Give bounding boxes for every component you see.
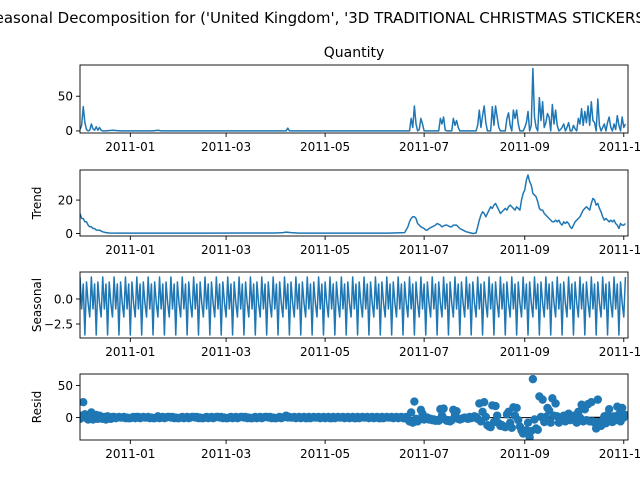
x-tick-label: 2011-07 — [399, 140, 449, 154]
y-tick-label: 50 — [58, 90, 73, 104]
resid-point — [479, 397, 489, 407]
resid-point — [410, 397, 419, 406]
axes-frame — [79, 64, 629, 134]
axes-frame — [79, 271, 629, 339]
y-axis-label: Seasonal — [30, 278, 44, 332]
panel-1: Quantity 0 50 2011-01 2011-03 2011-05 2011-07 2… — [58, 45, 640, 154]
series — [80, 374, 628, 440]
x-tick-label: 2011-05 — [300, 345, 350, 359]
y-tick-label: 20 — [58, 193, 73, 207]
x-tick-label: 2011-09 — [500, 345, 550, 359]
y-tick-label: −2.5 — [44, 317, 73, 331]
x-tick-label: 2011-01 — [105, 140, 155, 154]
x-tick-label: 2011-01 — [105, 447, 155, 461]
y-axis-label: Trend — [30, 187, 44, 221]
series-line — [80, 67, 627, 132]
series-line — [80, 174, 626, 235]
axes-frame — [79, 373, 629, 441]
resid-point — [546, 418, 555, 427]
panel-3: Seasonal 0.0 −2.5 2011-01 2011-03 2011-05 2011… — [30, 271, 640, 359]
series — [80, 174, 626, 235]
x-tick-label: 2011-03 — [201, 447, 251, 461]
resid-point — [528, 374, 538, 384]
resid-point — [492, 411, 502, 420]
axes-frame — [79, 169, 629, 237]
x-tick-label: 2011-09 — [500, 447, 550, 461]
x-tick-label: 2011-05 — [300, 243, 350, 257]
series — [80, 276, 627, 336]
panels: Quantity 0 50 2011-01 2011-03 2011-05 2011-07 2… — [30, 45, 640, 461]
x-tick-label: 2011-09 — [500, 243, 550, 257]
x-tick-label: 2011-03 — [201, 345, 251, 359]
resid-point — [507, 423, 516, 433]
y-axis-label: Resid — [30, 391, 44, 423]
y-tick-label: 0 — [65, 227, 73, 241]
resid-point — [530, 415, 539, 424]
x-tick-label: 2011-03 — [201, 140, 251, 154]
x-tick-label: 2011-11 — [599, 243, 640, 257]
resid-point — [80, 397, 88, 407]
x-tick-label: 2011-07 — [399, 243, 449, 257]
y-tick-label: 0 — [65, 411, 73, 425]
y-tick-label: 0 — [65, 124, 73, 138]
x-tick-label: 2011-05 — [300, 140, 350, 154]
y-tick-label: 0.0 — [54, 292, 73, 306]
figure-suptitle: Seasonal Decomposition for ('United King… — [0, 9, 640, 27]
x-tick-label: 2011-05 — [300, 447, 350, 461]
x-tick-label: 2011-07 — [399, 345, 449, 359]
resid-point — [452, 406, 461, 416]
panel-title: Quantity — [324, 45, 385, 61]
y-tick-label: 50 — [58, 379, 73, 393]
x-tick-label: 2011-11 — [599, 345, 640, 359]
resid-point — [621, 410, 628, 420]
series — [80, 67, 627, 132]
resid-point — [551, 399, 560, 408]
x-tick-label: 2011-01 — [105, 345, 155, 359]
x-tick-label: 2011-01 — [105, 243, 155, 257]
resid-point — [481, 412, 491, 422]
x-tick-label: 2011-07 — [399, 447, 449, 461]
resid-point — [604, 405, 614, 414]
resid-point — [541, 412, 551, 422]
panel-4: Resid 0 50 2011-01 2011-03 2011-05 2011-07 2011… — [30, 373, 640, 461]
resid-point — [491, 401, 500, 411]
x-tick-label: 2011-09 — [500, 140, 550, 154]
resid-point — [587, 397, 596, 407]
x-tick-label: 2011-03 — [201, 243, 251, 257]
x-tick-label: 2011-11 — [599, 140, 640, 154]
resid-point — [439, 404, 448, 413]
resid-point — [406, 408, 416, 417]
resid-point — [617, 403, 627, 413]
resid-point — [533, 425, 542, 434]
series-line — [80, 276, 627, 336]
resid-point — [514, 415, 523, 425]
resid-point — [593, 395, 603, 404]
resid-point — [512, 403, 521, 413]
resid-point — [523, 418, 533, 427]
x-tick-label: 2011-11 — [599, 447, 640, 461]
resid-point — [538, 395, 547, 404]
panel-2: Trend 0 20 2011-01 2011-03 2011-05 2011-07 2011… — [30, 169, 640, 257]
